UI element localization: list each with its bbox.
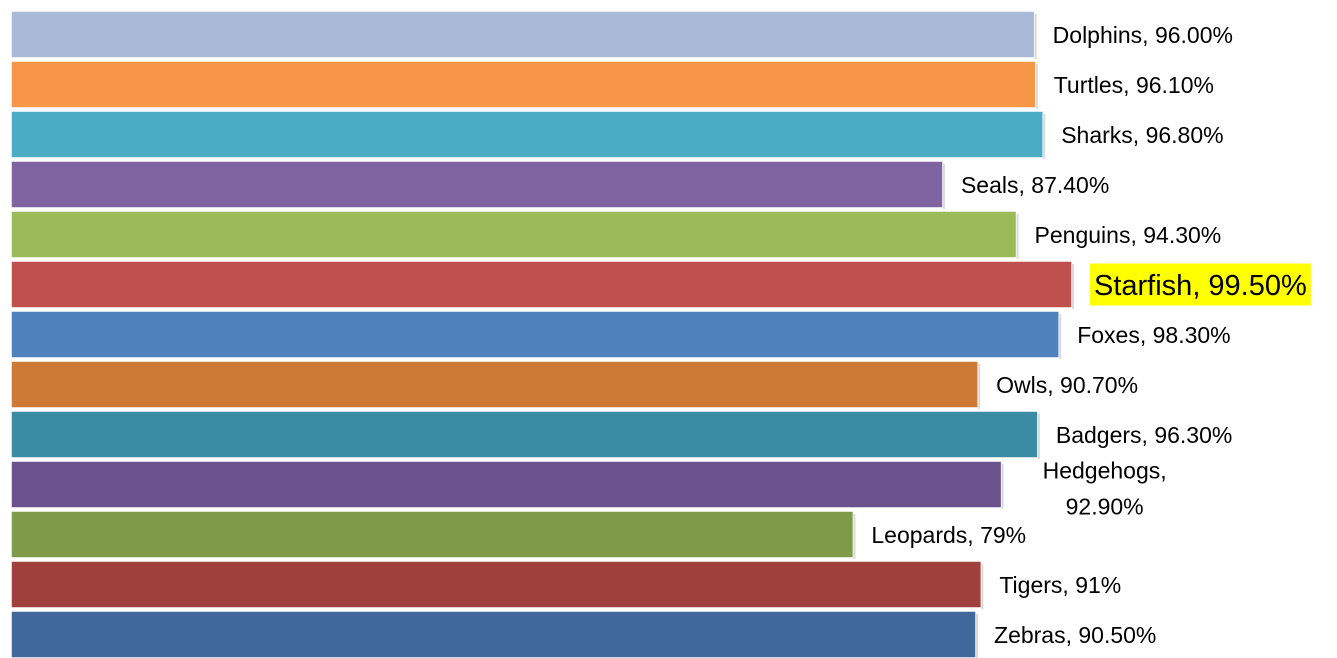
bar-shadow-hedgehogs: [1001, 464, 1004, 509]
bar-shadow-foxes: [1059, 314, 1062, 359]
bar-shadow-owls: [978, 364, 981, 409]
bar-shadow-seals: [942, 164, 945, 209]
data-label-seals: Seals, 87.40%: [961, 172, 1109, 198]
bar-shadow-turtles: [1035, 64, 1038, 109]
bar-shadow-tigers: [981, 564, 984, 609]
bar-shadow-penguins: [1016, 214, 1019, 259]
bar-leopards: [10, 510, 855, 559]
bar-penguins: [10, 210, 1018, 259]
labels-group: Dolphins, 96.00% Turtles, 96.10% Sharks, 9…: [871, 22, 1311, 648]
data-label-owls: Owls, 90.70%: [996, 372, 1138, 398]
bar-shadow-sharks: [1043, 114, 1046, 159]
bar-owls: [10, 360, 979, 409]
highlight-background: [1090, 263, 1311, 306]
data-label-hedgehogs: Hedgehogs, 92.90%: [1043, 458, 1167, 520]
data-label-starfish: Starfish, 99.50%: [1094, 270, 1307, 302]
bar-dolphins: [10, 10, 1036, 59]
bar-sharks: [10, 110, 1044, 159]
data-label-badgers: Badgers, 96.30%: [1056, 422, 1232, 448]
data-label-line: Hedgehogs,: [1043, 458, 1167, 484]
data-label-foxes: Foxes, 98.30%: [1077, 322, 1230, 348]
data-label-sharks: Sharks, 96.80%: [1061, 122, 1223, 148]
data-label-leopards: Leopards, 79%: [871, 522, 1026, 548]
bar-badgers: [10, 410, 1039, 459]
data-label-turtles: Turtles, 96.10%: [1054, 72, 1214, 98]
bars-group: [10, 10, 1074, 658]
bar-shadow-starfish: [1072, 264, 1074, 309]
bar-shadow-dolphins: [1034, 14, 1037, 59]
bar-zebras: [10, 610, 977, 658]
data-label-penguins: Penguins, 94.30%: [1035, 222, 1222, 248]
data-label-tigers: Tigers, 91%: [999, 572, 1121, 598]
bar-turtles: [10, 60, 1037, 109]
data-label-line: 92.90%: [1066, 494, 1144, 520]
data-label-dolphins: Dolphins, 96.00%: [1053, 22, 1233, 48]
bar-starfish: [10, 260, 1073, 309]
bar-shadow-badgers: [1037, 414, 1040, 459]
bar-hedgehogs: [10, 460, 1003, 509]
bar-seals: [10, 160, 944, 209]
bar-tigers: [10, 560, 983, 609]
data-label-zebras: Zebras, 90.50%: [994, 622, 1156, 648]
bar-shadow-leopards: [853, 514, 856, 559]
bar-foxes: [10, 310, 1060, 359]
bar-shadow-zebras: [976, 614, 979, 658]
